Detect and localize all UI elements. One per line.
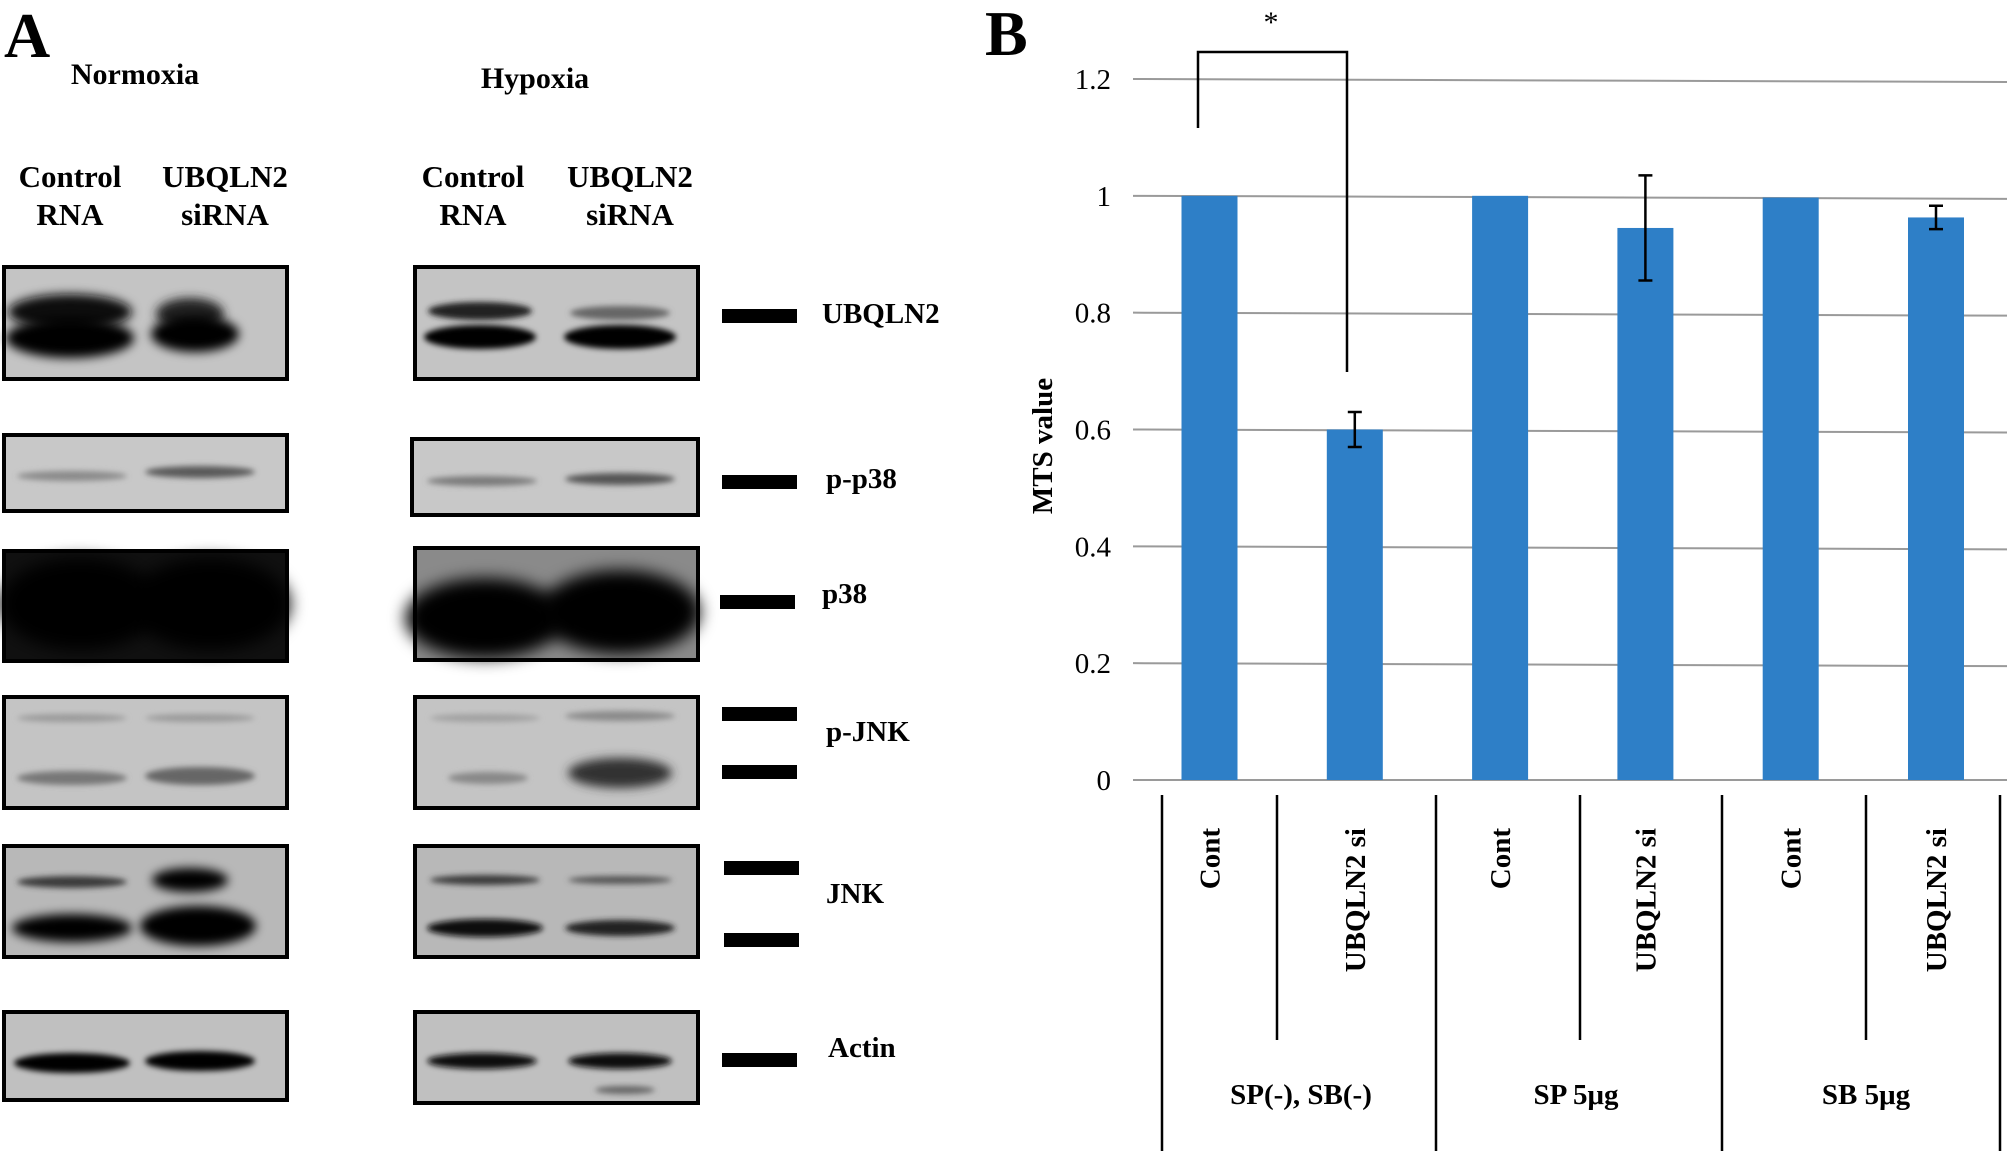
marker-pp38: [722, 475, 797, 489]
blot-jnk-hypoxia: [413, 844, 700, 959]
gridline: [1132, 311, 2007, 317]
category-label: UBQLN2 si: [1921, 828, 1953, 972]
y-tick-label: 1.2: [1075, 64, 1111, 96]
marker-pjnk-lower: [722, 765, 797, 779]
bars: [1181, 195, 1964, 781]
gridline: [1132, 78, 2007, 83]
marker-actin: [722, 1053, 797, 1067]
protein-label-pjnk: p-JNK: [826, 716, 910, 748]
blot-ubqln2-hypoxia: [413, 265, 700, 381]
y-tick-label: 0.8: [1075, 298, 1111, 330]
lane-label-normoxia-control: Control RNA: [18, 159, 122, 232]
significance-bracket: *: [1196, 6, 1349, 372]
y-tick-label: 0.2: [1075, 648, 1111, 680]
error-bars: [1347, 174, 1943, 449]
bar: [1617, 227, 1674, 780]
blot-pp38-normoxia: [2, 433, 289, 513]
error-bar: [1638, 174, 1653, 282]
gridline: [1132, 545, 2007, 551]
bar: [1326, 429, 1383, 780]
y-tick-label: 0: [1097, 765, 1112, 797]
group-label: SP 5μg: [1534, 1079, 1619, 1111]
blot-actin-hypoxia: [413, 1010, 700, 1105]
marker-ubqln2: [722, 309, 797, 323]
y-axis-ticks: 0 0.2 0.4 0.6 0.8 1 1.2: [1075, 64, 1112, 797]
gridlines: [1132, 78, 2007, 781]
blot-actin-normoxia: [2, 1010, 289, 1102]
error-bar: [1929, 204, 1943, 231]
y-tick-label: 1: [1097, 181, 1112, 213]
bar: [1762, 197, 1819, 781]
category-label: UBQLN2 si: [1630, 828, 1662, 972]
condition-hypoxia: Hypoxia: [480, 62, 590, 95]
gridline: [1132, 194, 2007, 200]
lane-label-hypoxia-control: Control RNA: [421, 159, 525, 232]
panel-a-letter: A: [4, 0, 51, 71]
marker-pjnk-upper: [722, 707, 797, 721]
blot-p38-normoxia: [0, 549, 290, 663]
category-label: Cont: [1776, 828, 1808, 890]
lane-label-hypoxia-sirna: UBQLN2 siRNA: [567, 159, 693, 232]
marker-jnk-lower: [724, 933, 799, 947]
error-bar: [1347, 410, 1362, 449]
bar: [1908, 217, 1964, 780]
category-label: Cont: [1195, 828, 1227, 890]
western-blot-images: [0, 265, 700, 1105]
blot-pp38-hypoxia: [410, 437, 700, 517]
lane-label-normoxia-sirna: UBQLN2 siRNA: [162, 159, 288, 232]
blot-jnk-normoxia: [2, 844, 289, 959]
category-axis: Cont UBQLN2 si Cont UBQLN2 si Cont UBQLN2 si S…: [1160, 795, 2002, 1151]
bar: [1472, 195, 1529, 781]
significance-star: *: [1264, 6, 1279, 39]
group-label: SB 5μg: [1822, 1079, 1911, 1111]
protein-label-ubqln2: UBQLN2: [822, 298, 940, 330]
protein-label-p38: p38: [822, 578, 868, 610]
blot-pjnk-hypoxia: [413, 695, 700, 810]
marker-p38: [720, 595, 795, 609]
y-axis-label: MTS value: [1027, 378, 1059, 514]
bar: [1181, 195, 1238, 781]
blot-pjnk-normoxia: [2, 695, 289, 810]
gridline: [1132, 662, 2007, 668]
panel-b-letter: B: [985, 0, 1028, 69]
y-tick-label: 0.4: [1075, 531, 1112, 563]
blot-p38-hypoxia: [405, 546, 700, 662]
blot-ubqln2-normoxia: [2, 265, 289, 381]
group-label: SP(-), SB(-): [1230, 1079, 1372, 1111]
marker-jnk-upper: [724, 861, 799, 875]
condition-normoxia: Normoxia: [70, 58, 200, 91]
y-tick-label: 0.6: [1075, 415, 1111, 447]
category-label: UBQLN2 si: [1340, 828, 1372, 972]
protein-label-jnk: JNK: [826, 878, 884, 910]
protein-label-actin: Actin: [828, 1032, 896, 1064]
category-label: Cont: [1485, 828, 1517, 890]
significance-bracket-line: [1196, 50, 1349, 372]
protein-label-pp38: p-p38: [826, 463, 897, 495]
gridline: [1132, 428, 2007, 434]
